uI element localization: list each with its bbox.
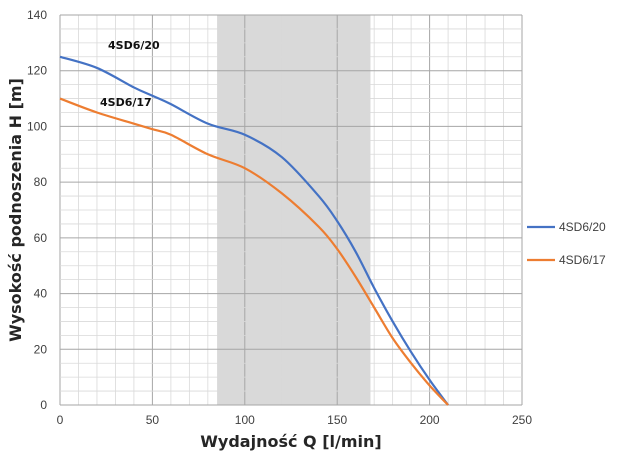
y-axis-title: Wysokość podnoszenia H [m] xyxy=(6,78,25,342)
y-tick-label: 80 xyxy=(34,175,48,189)
y-tick-label: 100 xyxy=(27,119,47,133)
x-tick-label: 250 xyxy=(512,413,532,427)
x-tick-label: 200 xyxy=(420,413,440,427)
y-tick-label: 140 xyxy=(27,8,47,22)
x-tick-label: 100 xyxy=(235,413,255,427)
x-tick-label: 50 xyxy=(146,413,160,427)
x-tick-label: 150 xyxy=(327,413,347,427)
series-line-4sd6-20 xyxy=(59,55,449,406)
y-tick-label: 0 xyxy=(40,398,47,412)
series-line-4sd6-17 xyxy=(59,97,449,406)
legend-label: 4SD6/17 xyxy=(559,253,606,267)
legend-label: 4SD6/20 xyxy=(559,220,606,234)
y-tick-label: 40 xyxy=(34,287,48,301)
y-tick-label: 120 xyxy=(27,64,47,78)
y-tick-label: 20 xyxy=(34,342,48,356)
data-label-4sd6-20: 4SD6/20 xyxy=(108,39,160,52)
legend: 4SD6/20 4SD6/17 xyxy=(527,220,606,267)
data-label-4sd6-17: 4SD6/17 xyxy=(100,96,152,109)
x-tick-label: 0 xyxy=(57,413,64,427)
x-axis-title: Wydajność Q [l/min] xyxy=(200,432,381,451)
y-tick-label: 60 xyxy=(34,231,48,245)
